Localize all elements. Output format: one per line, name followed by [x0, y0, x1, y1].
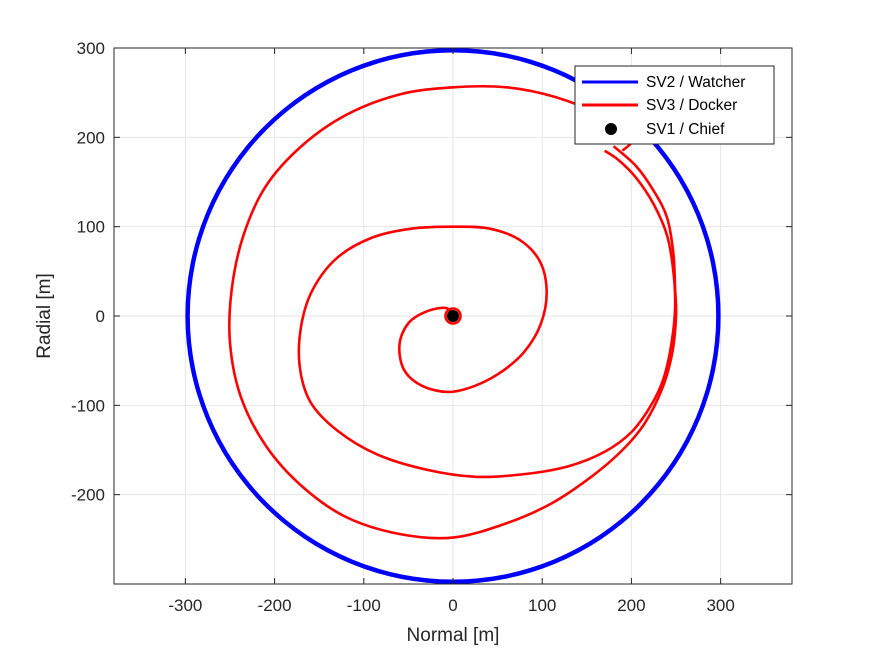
series-sv3-docker-inner-spiral — [297, 149, 677, 479]
y-tick-label: 200 — [77, 128, 105, 147]
tick-labels: -300 -200 -100 0 100 200 300 -200 -100 0 100 200 300 — [71, 39, 792, 615]
legend-label-sv2: SV2 / Watcher — [646, 74, 745, 91]
y-tick-label: 0 — [96, 307, 105, 326]
x-tick-label: 300 — [706, 596, 734, 615]
x-tick-label: 100 — [528, 596, 556, 615]
legend-swatch-sv1 — [605, 123, 617, 135]
series-sv1-chief-marker — [447, 310, 459, 322]
y-tick-label: 300 — [77, 39, 105, 58]
x-axis-title: Normal [m] — [407, 625, 500, 646]
y-axis-title: Radial [m] — [34, 273, 55, 359]
x-tick-label: 0 — [448, 596, 457, 615]
y-tick-label: -200 — [71, 486, 105, 505]
y-tick-label: -100 — [71, 396, 105, 415]
x-tick-label: -100 — [347, 596, 381, 615]
x-tick-label: -200 — [258, 596, 292, 615]
legend-label-sv1: SV1 / Chief — [646, 121, 725, 138]
series-sv3-docker-endpoint-ring — [444, 307, 462, 325]
y-tick-label: 100 — [77, 218, 105, 237]
plot-area — [185, 47, 721, 584]
x-tick-label: 200 — [617, 596, 645, 615]
x-tick-label: -300 — [168, 596, 202, 615]
legend: SV2 / Watcher SV3 / Docker SV1 / Chief — [574, 65, 775, 145]
legend-label-sv3: SV3 / Docker — [646, 97, 737, 114]
